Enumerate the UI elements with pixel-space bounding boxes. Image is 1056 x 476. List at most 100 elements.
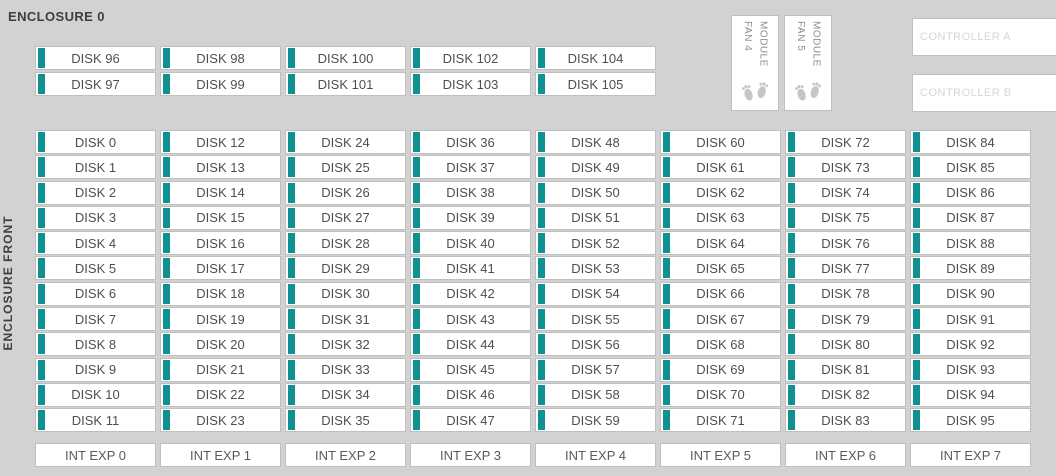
disk-slot[interactable]: DISK 59 <box>535 408 656 433</box>
disk-slot[interactable]: DISK 90 <box>910 281 1031 306</box>
disk-slot[interactable]: DISK 26 <box>285 180 406 205</box>
disk-slot[interactable]: DISK 52 <box>535 231 656 256</box>
disk-slot[interactable]: DISK 67 <box>660 307 781 332</box>
disk-slot[interactable]: DISK 87 <box>910 205 1031 230</box>
disk-slot[interactable]: DISK 71 <box>660 408 781 433</box>
disk-slot[interactable]: DISK 77 <box>785 256 906 281</box>
disk-slot[interactable]: DISK 81 <box>785 357 906 382</box>
disk-slot[interactable]: DISK 51 <box>535 205 656 230</box>
int-exp-slot[interactable]: INT EXP 5 <box>660 443 781 467</box>
disk-slot[interactable]: DISK 75 <box>785 205 906 230</box>
disk-slot[interactable]: DISK 19 <box>160 307 281 332</box>
disk-slot[interactable]: DISK 63 <box>660 205 781 230</box>
disk-slot[interactable]: DISK 48 <box>535 130 656 154</box>
disk-slot[interactable]: DISK 11 <box>35 408 156 433</box>
disk-slot[interactable]: DISK 43 <box>410 307 531 332</box>
disk-slot[interactable]: DISK 82 <box>785 382 906 407</box>
disk-slot[interactable]: DISK 38 <box>410 180 531 205</box>
disk-slot[interactable]: DISK 33 <box>285 357 406 382</box>
disk-slot[interactable]: DISK 18 <box>160 281 281 306</box>
disk-slot[interactable]: DISK 21 <box>160 357 281 382</box>
disk-slot[interactable]: DISK 44 <box>410 332 531 357</box>
disk-slot[interactable]: DISK 57 <box>535 357 656 382</box>
disk-slot[interactable]: DISK 14 <box>160 180 281 205</box>
disk-slot[interactable]: DISK 95 <box>910 408 1031 433</box>
disk-slot[interactable]: DISK 12 <box>160 130 281 154</box>
disk-slot[interactable]: DISK 50 <box>535 180 656 205</box>
disk-slot[interactable]: DISK 103 <box>410 72 531 96</box>
disk-slot[interactable]: DISK 104 <box>535 46 656 70</box>
disk-slot[interactable]: DISK 78 <box>785 281 906 306</box>
int-exp-slot[interactable]: INT EXP 7 <box>910 443 1031 467</box>
disk-slot[interactable]: DISK 91 <box>910 307 1031 332</box>
disk-slot[interactable]: DISK 49 <box>535 155 656 180</box>
disk-slot[interactable]: DISK 23 <box>160 408 281 433</box>
disk-slot[interactable]: DISK 92 <box>910 332 1031 357</box>
disk-slot[interactable]: DISK 84 <box>910 130 1031 154</box>
disk-slot[interactable]: DISK 80 <box>785 332 906 357</box>
disk-slot[interactable]: DISK 105 <box>535 72 656 96</box>
disk-slot[interactable]: DISK 4 <box>35 231 156 256</box>
disk-slot[interactable]: DISK 60 <box>660 130 781 154</box>
disk-slot[interactable]: DISK 61 <box>660 155 781 180</box>
disk-slot[interactable]: DISK 22 <box>160 382 281 407</box>
disk-slot[interactable]: DISK 96 <box>35 46 156 70</box>
disk-slot[interactable]: DISK 15 <box>160 205 281 230</box>
disk-slot[interactable]: DISK 93 <box>910 357 1031 382</box>
disk-slot[interactable]: DISK 69 <box>660 357 781 382</box>
disk-slot[interactable]: DISK 99 <box>160 72 281 96</box>
disk-slot[interactable]: DISK 0 <box>35 130 156 154</box>
disk-slot[interactable]: DISK 5 <box>35 256 156 281</box>
disk-slot[interactable]: DISK 62 <box>660 180 781 205</box>
int-exp-slot[interactable]: INT EXP 6 <box>785 443 906 467</box>
disk-slot[interactable]: DISK 32 <box>285 332 406 357</box>
int-exp-slot[interactable]: INT EXP 3 <box>410 443 531 467</box>
disk-slot[interactable]: DISK 25 <box>285 155 406 180</box>
disk-slot[interactable]: DISK 100 <box>285 46 406 70</box>
disk-slot[interactable]: DISK 88 <box>910 231 1031 256</box>
disk-slot[interactable]: DISK 45 <box>410 357 531 382</box>
disk-slot[interactable]: DISK 85 <box>910 155 1031 180</box>
disk-slot[interactable]: DISK 27 <box>285 205 406 230</box>
disk-slot[interactable]: DISK 94 <box>910 382 1031 407</box>
disk-slot[interactable]: DISK 76 <box>785 231 906 256</box>
disk-slot[interactable]: DISK 68 <box>660 332 781 357</box>
disk-slot[interactable]: DISK 47 <box>410 408 531 433</box>
controller-b[interactable]: CONTROLLER B <box>912 74 1056 112</box>
disk-slot[interactable]: DISK 24 <box>285 130 406 154</box>
disk-slot[interactable]: DISK 37 <box>410 155 531 180</box>
disk-slot[interactable]: DISK 28 <box>285 231 406 256</box>
disk-slot[interactable]: DISK 20 <box>160 332 281 357</box>
int-exp-slot[interactable]: INT EXP 1 <box>160 443 281 467</box>
fan-module-5[interactable]: FAN 5 MODULE <box>784 15 832 111</box>
disk-slot[interactable]: DISK 97 <box>35 72 156 96</box>
disk-slot[interactable]: DISK 1 <box>35 155 156 180</box>
disk-slot[interactable]: DISK 35 <box>285 408 406 433</box>
disk-slot[interactable]: DISK 72 <box>785 130 906 154</box>
disk-slot[interactable]: DISK 2 <box>35 180 156 205</box>
disk-slot[interactable]: DISK 89 <box>910 256 1031 281</box>
int-exp-slot[interactable]: INT EXP 2 <box>285 443 406 467</box>
disk-slot[interactable]: DISK 55 <box>535 307 656 332</box>
disk-slot[interactable]: DISK 31 <box>285 307 406 332</box>
disk-slot[interactable]: DISK 58 <box>535 382 656 407</box>
disk-slot[interactable]: DISK 29 <box>285 256 406 281</box>
disk-slot[interactable]: DISK 6 <box>35 281 156 306</box>
disk-slot[interactable]: DISK 41 <box>410 256 531 281</box>
disk-slot[interactable]: DISK 102 <box>410 46 531 70</box>
disk-slot[interactable]: DISK 66 <box>660 281 781 306</box>
disk-slot[interactable]: DISK 54 <box>535 281 656 306</box>
disk-slot[interactable]: DISK 7 <box>35 307 156 332</box>
disk-slot[interactable]: DISK 39 <box>410 205 531 230</box>
disk-slot[interactable]: DISK 10 <box>35 382 156 407</box>
disk-slot[interactable]: DISK 64 <box>660 231 781 256</box>
disk-slot[interactable]: DISK 83 <box>785 408 906 433</box>
disk-slot[interactable]: DISK 46 <box>410 382 531 407</box>
disk-slot[interactable]: DISK 36 <box>410 130 531 154</box>
disk-slot[interactable]: DISK 13 <box>160 155 281 180</box>
controller-a[interactable]: CONTROLLER A <box>912 18 1056 56</box>
disk-slot[interactable]: DISK 30 <box>285 281 406 306</box>
disk-slot[interactable]: DISK 53 <box>535 256 656 281</box>
disk-slot[interactable]: DISK 3 <box>35 205 156 230</box>
disk-slot[interactable]: DISK 79 <box>785 307 906 332</box>
